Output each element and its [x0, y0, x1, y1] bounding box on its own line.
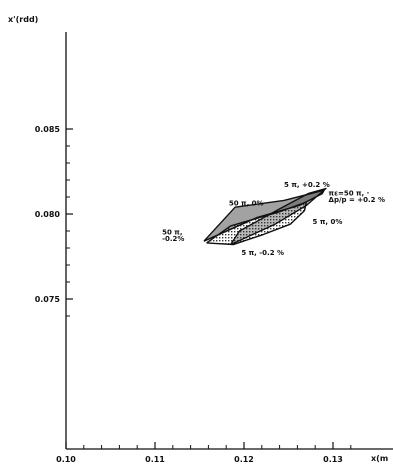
annotations: 5 π, +0.2 %πε=50 π, ·Δp/p = +0.2 % 50 π, …	[162, 181, 385, 257]
series-fill	[203, 190, 325, 242]
y-tick-label: 0.080	[35, 210, 61, 219]
annotation-label: 50 π,	[162, 228, 182, 236]
shaded-bands	[203, 188, 326, 245]
x-tick-label: 0.10	[56, 455, 76, 464]
series-lines	[203, 187, 327, 246]
annotation-label: 5 π, -0.2 %	[241, 249, 284, 257]
series-fill	[230, 188, 326, 245]
series-fill	[206, 202, 307, 245]
tick-marks	[65, 128, 334, 449]
annotation-label: Δp/p = +0.2 %	[329, 196, 385, 204]
y-tick-label: 0.085	[35, 125, 61, 134]
x-tick-label: 0.11	[145, 455, 165, 464]
minor-ticks	[66, 145, 352, 449]
series-line	[230, 187, 327, 246]
annotation-label: 50 π, 0%	[229, 200, 264, 208]
series-line	[203, 189, 325, 242]
x-tick-label: 0.12	[234, 455, 254, 464]
y-tick-label: 0.075	[35, 295, 61, 304]
y-axis-title: x'(rdd)	[8, 15, 38, 24]
axes	[65, 32, 393, 450]
tick-labels: 0.075 0.080 0.085 0.10 0.11 0.12 0.13	[35, 125, 343, 464]
annotation-label: 5 π, +0.2 %	[284, 181, 330, 189]
series-line	[206, 201, 307, 246]
annotation-label: -0.2%	[162, 235, 184, 243]
annotation-label: πε=50 π, ·	[329, 189, 370, 197]
annotation-label: 5 π, 0%	[313, 218, 343, 226]
x-axis-title: x(m	[371, 454, 388, 463]
x-tick-label: 0.13	[323, 455, 343, 464]
